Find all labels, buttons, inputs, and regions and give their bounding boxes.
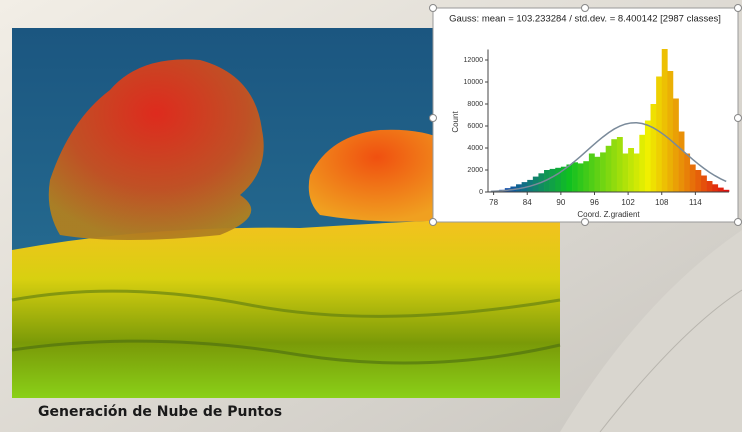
bar bbox=[623, 154, 629, 193]
x-tick-label: 78 bbox=[489, 198, 498, 207]
bar bbox=[707, 181, 713, 192]
y-tick-label: 6000 bbox=[467, 123, 483, 130]
resize-handle bbox=[430, 219, 437, 226]
caption: Generación de Nube de Puntos bbox=[38, 404, 282, 420]
slide: Generación de Nube de Puntos Gauss: mean… bbox=[0, 0, 742, 432]
x-tick-label: 96 bbox=[590, 198, 599, 207]
bar bbox=[684, 154, 690, 193]
bar bbox=[634, 154, 640, 193]
bar bbox=[718, 188, 724, 192]
chart-title: Gauss: mean = 103.233284 / std.dev. = 8.… bbox=[449, 14, 721, 25]
y-tick-label: 4000 bbox=[467, 145, 483, 152]
bar bbox=[695, 170, 701, 192]
bar bbox=[639, 135, 645, 192]
bar bbox=[712, 184, 718, 192]
resize-handle bbox=[430, 115, 437, 122]
page: Generación de Nube de Puntos Gauss: mean… bbox=[0, 0, 742, 432]
bar bbox=[701, 176, 707, 193]
x-tick-label: 108 bbox=[655, 198, 669, 207]
resize-handle bbox=[735, 115, 742, 122]
bar bbox=[611, 139, 617, 192]
x-tick-label: 90 bbox=[556, 198, 565, 207]
x-tick-label: 114 bbox=[689, 198, 702, 207]
bar bbox=[667, 71, 673, 192]
x-axis-label: Coord. Z.gradient bbox=[577, 210, 640, 219]
y-axis-label: Count bbox=[451, 111, 460, 133]
bar bbox=[600, 152, 606, 192]
bar bbox=[679, 132, 685, 193]
resize-handle bbox=[430, 5, 437, 12]
histogram-window: Gauss: mean = 103.233284 / std.dev. = 8.… bbox=[430, 5, 742, 226]
bar bbox=[606, 146, 612, 192]
bar bbox=[550, 169, 556, 192]
y-tick-label: 12000 bbox=[464, 57, 484, 64]
bar bbox=[651, 104, 657, 192]
bar bbox=[572, 162, 578, 192]
y-tick-label: 8000 bbox=[467, 101, 483, 108]
bar bbox=[566, 165, 572, 193]
resize-handle bbox=[582, 219, 589, 226]
bar bbox=[690, 165, 696, 193]
bar bbox=[628, 148, 634, 192]
x-tick-label: 102 bbox=[621, 198, 635, 207]
resize-handle bbox=[735, 5, 742, 12]
bar bbox=[645, 121, 651, 193]
bar bbox=[656, 77, 662, 193]
bar bbox=[617, 137, 623, 192]
bar bbox=[594, 157, 600, 192]
y-tick-label: 0 bbox=[479, 189, 483, 196]
resize-handle bbox=[735, 219, 742, 226]
image-ground bbox=[12, 215, 560, 398]
bar bbox=[662, 49, 668, 192]
bar bbox=[578, 163, 584, 192]
resize-handle bbox=[582, 5, 589, 12]
y-tick-label: 2000 bbox=[467, 167, 483, 174]
bar bbox=[589, 154, 595, 193]
bar bbox=[583, 161, 589, 192]
y-tick-label: 10000 bbox=[464, 79, 484, 86]
x-tick-label: 84 bbox=[523, 198, 532, 207]
